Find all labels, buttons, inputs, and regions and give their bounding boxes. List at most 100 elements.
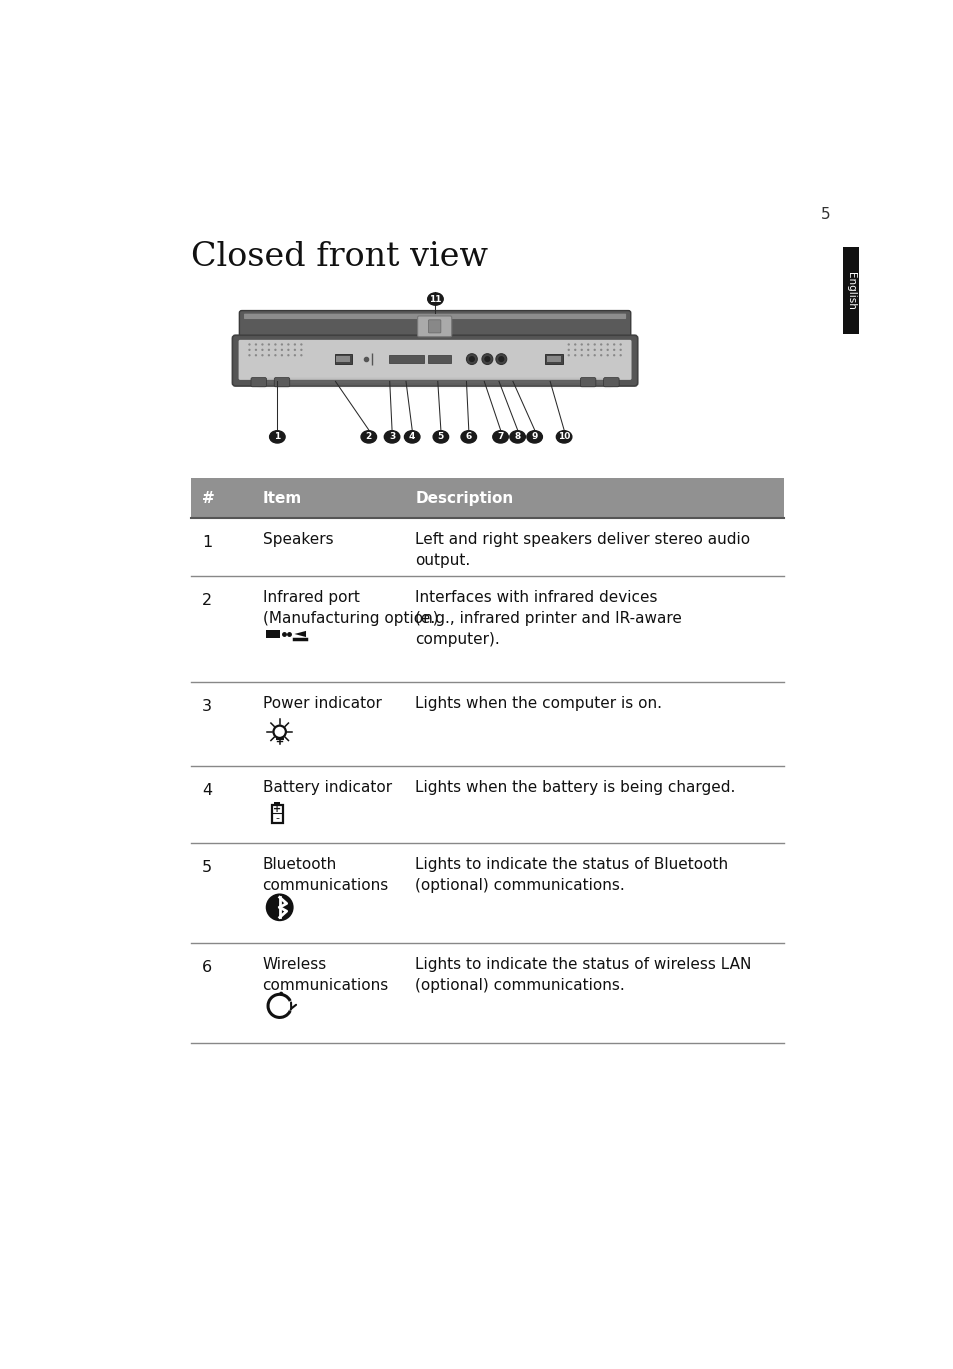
- Circle shape: [593, 355, 596, 356]
- Text: 3: 3: [389, 433, 395, 441]
- Ellipse shape: [509, 431, 525, 444]
- Bar: [272, 805, 282, 823]
- Text: 5: 5: [202, 860, 213, 875]
- FancyBboxPatch shape: [233, 335, 637, 386]
- Ellipse shape: [493, 431, 508, 444]
- Circle shape: [287, 344, 290, 345]
- Circle shape: [618, 355, 621, 356]
- Circle shape: [280, 355, 283, 356]
- FancyBboxPatch shape: [274, 378, 290, 387]
- Circle shape: [606, 344, 608, 345]
- Text: 5: 5: [821, 207, 830, 222]
- Text: Lights to indicate the status of Bluetooth
(optional) communications.: Lights to indicate the status of Bluetoo…: [415, 857, 728, 893]
- Circle shape: [606, 355, 608, 356]
- Text: 6: 6: [202, 960, 213, 975]
- Circle shape: [248, 344, 251, 345]
- Text: 4: 4: [202, 783, 213, 798]
- Circle shape: [268, 349, 270, 350]
- Circle shape: [574, 355, 576, 356]
- Circle shape: [593, 349, 596, 350]
- Circle shape: [567, 355, 569, 356]
- Circle shape: [613, 344, 615, 345]
- Text: #: #: [202, 491, 214, 507]
- Circle shape: [261, 349, 263, 350]
- Circle shape: [287, 355, 290, 356]
- Ellipse shape: [270, 431, 285, 444]
- Circle shape: [613, 355, 615, 356]
- Text: Item: Item: [262, 491, 301, 507]
- Text: +: +: [273, 804, 281, 813]
- Text: 9: 9: [531, 433, 537, 441]
- Circle shape: [300, 349, 302, 350]
- Text: 5: 5: [437, 433, 443, 441]
- Ellipse shape: [460, 431, 476, 444]
- Circle shape: [248, 355, 251, 356]
- Circle shape: [497, 356, 504, 363]
- Ellipse shape: [427, 293, 443, 305]
- Text: Left and right speakers deliver stereo audio
output.: Left and right speakers deliver stereo a…: [415, 533, 750, 568]
- Circle shape: [481, 353, 493, 364]
- Polygon shape: [294, 631, 306, 637]
- Circle shape: [484, 356, 490, 363]
- Text: Closed front view: Closed front view: [191, 241, 487, 274]
- Circle shape: [586, 355, 589, 356]
- Circle shape: [496, 353, 506, 364]
- Circle shape: [268, 355, 270, 356]
- Circle shape: [274, 355, 276, 356]
- Circle shape: [586, 349, 589, 350]
- Ellipse shape: [526, 431, 542, 444]
- Text: 3: 3: [202, 700, 212, 715]
- FancyBboxPatch shape: [417, 316, 452, 337]
- Text: Power indicator: Power indicator: [262, 697, 381, 712]
- Bar: [545, 355, 562, 364]
- Circle shape: [300, 344, 302, 345]
- Text: 10: 10: [558, 433, 570, 441]
- Circle shape: [300, 355, 302, 356]
- Circle shape: [254, 349, 257, 350]
- FancyBboxPatch shape: [603, 378, 618, 387]
- Text: Infrared port
(Manufacturing option): Infrared port (Manufacturing option): [262, 590, 437, 626]
- Circle shape: [254, 344, 257, 345]
- Ellipse shape: [404, 431, 419, 444]
- FancyBboxPatch shape: [250, 378, 619, 383]
- Circle shape: [567, 344, 569, 345]
- Circle shape: [287, 349, 290, 350]
- FancyBboxPatch shape: [239, 311, 630, 342]
- Circle shape: [261, 344, 263, 345]
- Ellipse shape: [556, 431, 571, 444]
- Circle shape: [574, 344, 576, 345]
- Text: Lights to indicate the status of wireless LAN
(optional) communications.: Lights to indicate the status of wireles…: [415, 957, 751, 993]
- Bar: [274, 802, 280, 805]
- Text: English: English: [845, 271, 855, 309]
- Circle shape: [613, 349, 615, 350]
- FancyBboxPatch shape: [257, 382, 612, 387]
- FancyBboxPatch shape: [238, 340, 631, 379]
- Text: 11: 11: [429, 294, 441, 304]
- Circle shape: [274, 344, 276, 345]
- Text: Description: Description: [415, 491, 513, 507]
- Circle shape: [580, 344, 582, 345]
- Text: 2: 2: [365, 433, 372, 441]
- Circle shape: [254, 355, 257, 356]
- Circle shape: [586, 344, 589, 345]
- Circle shape: [618, 344, 621, 345]
- Text: Bluetooth
communications: Bluetooth communications: [262, 857, 389, 893]
- Ellipse shape: [384, 431, 399, 444]
- Circle shape: [599, 355, 601, 356]
- Text: 1: 1: [274, 433, 280, 441]
- Bar: [335, 356, 350, 363]
- Circle shape: [266, 894, 294, 921]
- Circle shape: [279, 991, 283, 995]
- Circle shape: [580, 349, 582, 350]
- Text: Wireless
communications: Wireless communications: [262, 957, 389, 993]
- Text: 1: 1: [202, 535, 213, 550]
- Circle shape: [294, 355, 295, 356]
- Circle shape: [280, 349, 283, 350]
- FancyBboxPatch shape: [428, 320, 440, 333]
- Bar: [842, 248, 858, 334]
- Bar: [546, 356, 560, 363]
- Text: Speakers: Speakers: [262, 533, 333, 548]
- Bar: [427, 355, 451, 363]
- Circle shape: [468, 356, 475, 363]
- FancyBboxPatch shape: [244, 314, 625, 319]
